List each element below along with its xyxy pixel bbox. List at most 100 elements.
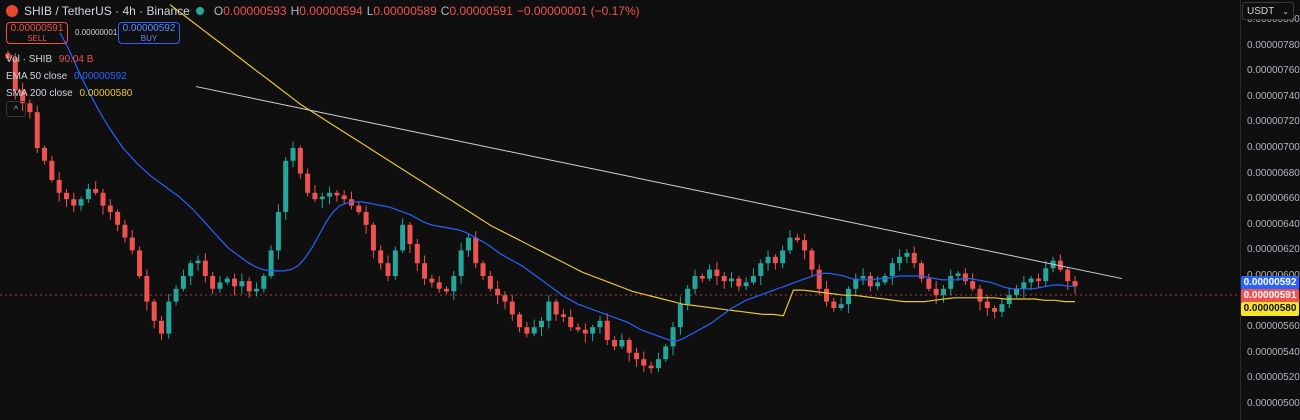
symbol-header: SHIB / TetherUS · 4h · Binance O 0.000005… (6, 4, 640, 18)
candle-body (948, 276, 954, 289)
candle-body (363, 212, 369, 225)
sma-label: SMA 200 close (6, 88, 73, 99)
candle-body (261, 276, 267, 289)
price-axis[interactable]: 0.000008000.000007800.000007600.00000740… (1240, 0, 1300, 420)
price-tick-label: 0.00000540 (1247, 346, 1300, 358)
candle-body (634, 352, 640, 360)
price-tick-label: 0.00000640 (1247, 218, 1300, 230)
candle-body (5, 53, 11, 59)
candle-body (56, 180, 62, 193)
sma-legend[interactable]: SMA 200 close 0.00000580 (6, 88, 132, 99)
symbol-title[interactable]: SHIB / TetherUS · 4h · Binance (24, 4, 190, 18)
candle-body (626, 340, 632, 353)
candle-body (517, 314, 523, 328)
candle-body (422, 263, 428, 279)
price-tick-label: 0.00000660 (1247, 193, 1300, 205)
change-value: −0.00000001 (−0.17%) (516, 4, 640, 18)
candle-body (780, 250, 786, 264)
candle-body (12, 58, 18, 91)
candle-body (232, 278, 238, 287)
price-tick-label: 0.00000560 (1247, 321, 1300, 333)
shib-logo-icon (6, 5, 18, 17)
candle-body (992, 308, 998, 312)
candle-body (919, 263, 925, 279)
candle-body (604, 320, 610, 340)
candle-body (875, 282, 881, 287)
candle-body (699, 276, 705, 279)
candle-body (897, 256, 903, 264)
price-tick-label: 0.00000520 (1247, 372, 1300, 384)
candle-body (451, 276, 457, 292)
candle-body (539, 320, 544, 328)
candle-body (655, 359, 661, 369)
close-value: 0.00000591 (449, 4, 513, 18)
currency-select[interactable]: USDT ⌄ (1242, 2, 1294, 20)
candle-body (531, 327, 537, 334)
candle-body (407, 224, 413, 244)
candle-body (42, 148, 48, 161)
volume-legend[interactable]: Vol · SHIB 90.04 B (6, 54, 93, 65)
candle-body (27, 103, 33, 113)
candle-body (224, 278, 230, 283)
sell-label: SELL (27, 34, 47, 43)
candle-body (560, 314, 566, 317)
candle-body (940, 288, 946, 296)
candle-body (553, 301, 559, 315)
candle-body (166, 301, 172, 334)
candle-body (1014, 288, 1020, 296)
candle-body (480, 263, 486, 276)
candle-body (78, 199, 84, 206)
candle-body (546, 301, 552, 321)
candle-body (1021, 282, 1027, 289)
sell-button[interactable]: 0.00000591 SELL (6, 22, 68, 44)
price-chart[interactable] (0, 0, 1240, 420)
candle-body (217, 282, 223, 289)
ema-legend[interactable]: EMA 50 close 0.00000592 (6, 71, 127, 82)
currency-value: USDT (1247, 6, 1275, 17)
candle-body (305, 173, 311, 193)
sma-value: 0.00000580 (79, 88, 133, 99)
candle-body (378, 250, 384, 264)
candle-body (246, 281, 252, 292)
trendline[interactable] (195, 86, 1123, 280)
candle-body (502, 295, 508, 302)
candle-body (641, 359, 647, 366)
candle-body (889, 263, 895, 276)
candle-body (648, 365, 654, 369)
price-tick-label: 0.00000620 (1247, 244, 1300, 256)
candle-body (71, 199, 77, 206)
candle-body (677, 304, 683, 328)
candle-body (188, 263, 194, 276)
ema-label: EMA 50 close (6, 71, 68, 82)
sma-200-line (169, 4, 1075, 317)
price-tick-label: 0.00000600 (1247, 270, 1300, 281)
candle-body (290, 148, 296, 161)
price-tick-label: 0.00000500 (1247, 398, 1300, 409)
candle-body (845, 288, 851, 305)
candle-body (34, 112, 40, 148)
candle-body (816, 269, 822, 289)
candle-body (137, 250, 143, 276)
candle-body (327, 192, 333, 197)
candle-body (750, 276, 756, 283)
candle-body (63, 192, 69, 200)
candle-body (809, 250, 815, 270)
candle-body (129, 237, 135, 251)
last-price-tag: 0.00000591 (1241, 289, 1299, 303)
ema-price-tag: 0.00000592 (1241, 276, 1299, 290)
candle-body (590, 327, 596, 334)
candle-body (458, 250, 464, 276)
candle-body (1006, 295, 1012, 305)
buy-button[interactable]: 0.00000592 BUY (118, 22, 180, 44)
candle-body (400, 224, 406, 251)
candle-body (911, 252, 917, 264)
chevron-down-icon: ⌄ (1282, 7, 1289, 16)
candle-body (999, 304, 1005, 312)
buy-price: 0.00000592 (122, 23, 176, 34)
candle-body (867, 276, 873, 287)
candle-body (115, 212, 121, 225)
candle-body (1035, 278, 1041, 282)
chevron-up-icon[interactable]: ^ (6, 101, 26, 117)
candle-body (970, 281, 976, 289)
price-tick-label: 0.00000760 (1247, 65, 1300, 77)
